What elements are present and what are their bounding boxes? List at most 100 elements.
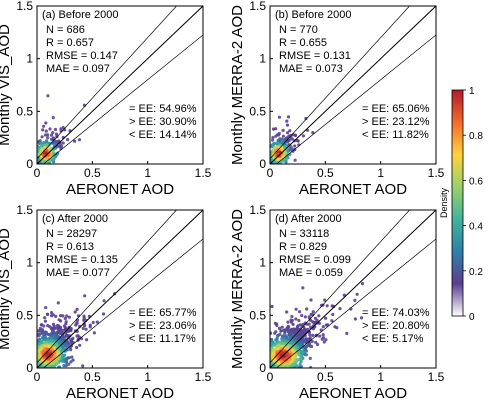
scatter-point [311,310,315,314]
scatter-point [292,329,296,334]
scatter-point [39,344,43,348]
scatter-point [353,317,357,321]
scatter-point [293,133,298,138]
scatter-point [77,138,82,142]
scatter-point [45,143,49,147]
scatter-point [81,364,85,368]
one-to-one-line [270,210,436,368]
scatter-point [37,339,41,343]
y-tick-label: 1 [26,256,33,270]
scatter-point [285,310,289,314]
scatter-point [71,358,75,362]
one-to-one-line [37,6,203,164]
scatter-point [285,346,289,351]
ee-lower-line [275,34,436,164]
scatter-point [271,127,276,131]
scatter-point [280,325,284,329]
scatter-point [318,334,322,338]
scatter-point [317,314,321,318]
scatter-point [88,325,92,329]
scatter-point [37,148,40,153]
scatter-point [275,336,279,340]
scatter-point [303,315,307,319]
scatter-point [57,144,61,148]
scatter-point [95,320,99,324]
scatter-point [295,348,299,352]
scatter-point [308,333,312,337]
scatter-point [43,361,47,365]
colorbar-tick-label: 1 [469,86,475,97]
scatter-point [289,365,293,368]
scatter-point [355,292,359,296]
scatter-point [281,128,285,132]
scatter-point [279,329,283,333]
y-axis-label: Monthly MERRA-2 AOD [229,5,246,165]
scatter-point [300,330,304,334]
scatter-point [41,335,45,339]
scatter-point [298,362,302,366]
scatter-point [282,341,286,345]
y-tick-label: 0 [259,361,266,375]
scatter-point [290,318,294,323]
scatter-point [37,139,41,143]
scatter-point [44,129,48,133]
scatter-point [62,364,66,368]
scatter-point [53,335,57,339]
x-tick-label: 1.5 [428,166,445,180]
scatter-point [330,319,334,323]
scatter-point [82,314,86,318]
x-tick-label: 1 [144,370,151,384]
scatter-point [283,151,288,156]
scatter-point [44,340,48,344]
scatter-point [279,351,283,355]
ee-label: = EE: 74.03% [362,307,430,319]
scatter-point [321,333,325,337]
ee-upper-line [270,6,411,159]
ee-label: = EE: 65.06% [362,103,430,115]
scatter-point [324,323,328,327]
y-tick-label: 0 [26,361,33,375]
one-to-one-line [270,6,436,164]
stat-label: N = 33118 [279,228,329,240]
scatter-point [271,143,275,147]
scatter-point [277,340,281,344]
scatter-point [276,133,280,137]
scatter-point [284,334,288,338]
scatter-point [52,326,57,330]
scatter-point [317,321,321,325]
scatter-point [274,330,278,334]
scatter-point [45,312,50,316]
axes-frame [36,5,204,165]
scatter-point [78,343,82,347]
panel-c: 00 0.5 0.5 1 1 1.5 1.5 AERONET AOD Monthly VIS_A… [0,203,212,402]
panel-b: 00 0.5 0.5 1 1 1.5 1.5 AERONET AOD Monthly MERRA… [229,0,445,198]
y-tick-label: 0 [259,157,266,171]
scatter-point [44,121,48,125]
scatter-point [271,138,275,142]
scatter-point [43,335,48,339]
y-tick-label: 1 [259,256,266,270]
scatter-point [73,310,77,314]
scatter-point [288,357,292,361]
scatter-point [83,294,87,298]
scatter-point [283,329,287,333]
scatter-point [66,138,70,142]
scatter-point [286,330,290,334]
scatter-point [43,151,47,155]
scatter-point [67,341,71,345]
ee-lower-line [42,238,203,368]
ee-label: < EE: 11.82% [362,129,429,141]
y-axis-label: Monthly VIS_AOD [0,24,13,146]
scatter-point [43,319,48,323]
x-tick-label: 0.5 [317,166,334,180]
scatter-point [311,131,315,135]
scatter-point [288,335,292,339]
scatter-point [290,340,294,345]
colorbar-bar [451,89,464,317]
scatter-point [294,361,298,365]
scatter-point [298,323,302,327]
axes-frame [269,209,437,369]
scatter-point [286,352,290,356]
scatter-point [308,356,312,360]
